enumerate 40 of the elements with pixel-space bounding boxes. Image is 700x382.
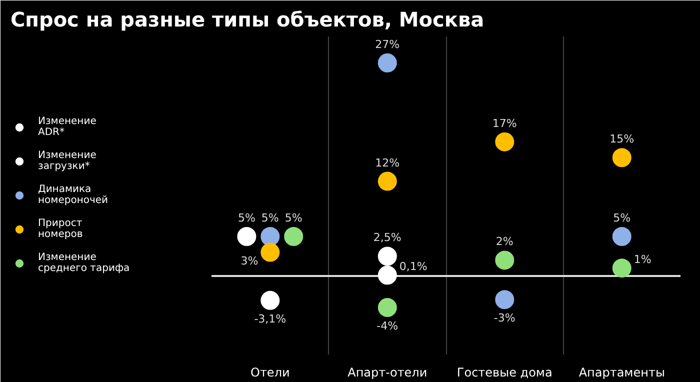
- point: [260, 290, 280, 310]
- legend-label: Изменение ADR*: [38, 116, 96, 138]
- data-label: 2,5%: [373, 231, 402, 244]
- data-label: 3%: [240, 254, 258, 268]
- point: [378, 53, 397, 72]
- data-label: 5%: [238, 212, 256, 225]
- point: [260, 227, 280, 246]
- legend-label: Изменение загрузки*: [38, 150, 96, 172]
- point: [378, 298, 397, 318]
- data-label: -3,1%: [254, 312, 286, 326]
- data-label: 1%: [634, 253, 652, 266]
- point: [495, 132, 514, 152]
- data-label: 12%: [375, 156, 400, 170]
- x-tick-label: Гостевые дома: [456, 366, 552, 380]
- x-tick-label: Апартаменты: [578, 366, 665, 380]
- point: [378, 266, 397, 285]
- point: [495, 290, 514, 310]
- data-label: 5%: [261, 212, 279, 225]
- chart-title: Спрос на разные типы объектов, Москва: [10, 8, 484, 32]
- data-label: -4%: [376, 320, 398, 333]
- legend-label: Прирост номеров: [38, 218, 83, 240]
- point: [378, 246, 397, 266]
- legend-label: Динамика номероночей: [38, 184, 108, 206]
- data-label: 5%: [284, 212, 302, 225]
- legend-label: Изменение среднего тарифа: [38, 252, 130, 274]
- data-label: 17%: [492, 116, 517, 130]
- x-tick-label: Отели: [250, 366, 290, 380]
- data-label: -3%: [494, 312, 516, 325]
- point: [612, 148, 632, 168]
- point: [260, 242, 280, 262]
- point: [378, 172, 397, 191]
- data-label: 27%: [375, 38, 400, 51]
- x-tick-label: Апарт-отели: [348, 366, 428, 380]
- point: [612, 258, 632, 278]
- data-label: 5%: [613, 212, 631, 225]
- data-label: 0,1%: [399, 260, 428, 274]
- point: [495, 250, 514, 270]
- data-label: 2%: [496, 235, 514, 248]
- point: [612, 227, 632, 246]
- data-label: 15%: [610, 132, 634, 146]
